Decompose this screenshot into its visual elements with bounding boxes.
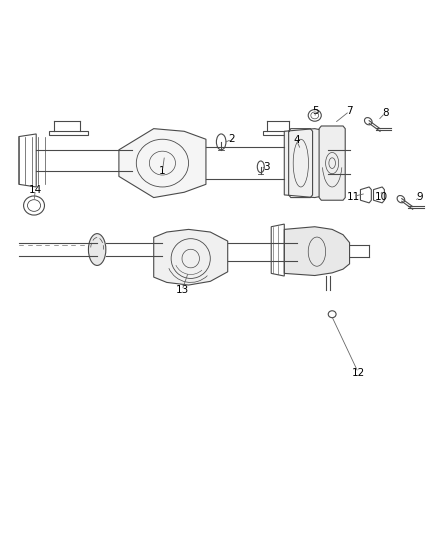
Text: 9: 9 xyxy=(416,191,423,201)
Polygon shape xyxy=(319,126,345,200)
Text: 11: 11 xyxy=(346,191,360,201)
Text: 3: 3 xyxy=(264,162,270,172)
Text: 1: 1 xyxy=(159,166,166,176)
Text: 2: 2 xyxy=(229,134,235,144)
Text: 13: 13 xyxy=(175,285,189,295)
Polygon shape xyxy=(119,128,206,198)
Polygon shape xyxy=(284,128,328,198)
Text: 7: 7 xyxy=(346,106,353,116)
Polygon shape xyxy=(284,227,350,276)
Text: 10: 10 xyxy=(374,191,388,201)
Polygon shape xyxy=(154,229,228,285)
Text: 8: 8 xyxy=(382,108,389,118)
Text: 12: 12 xyxy=(352,368,365,377)
Text: 4: 4 xyxy=(293,135,300,146)
Text: 5: 5 xyxy=(312,106,319,116)
Ellipse shape xyxy=(88,233,106,265)
Text: 14: 14 xyxy=(29,184,42,195)
